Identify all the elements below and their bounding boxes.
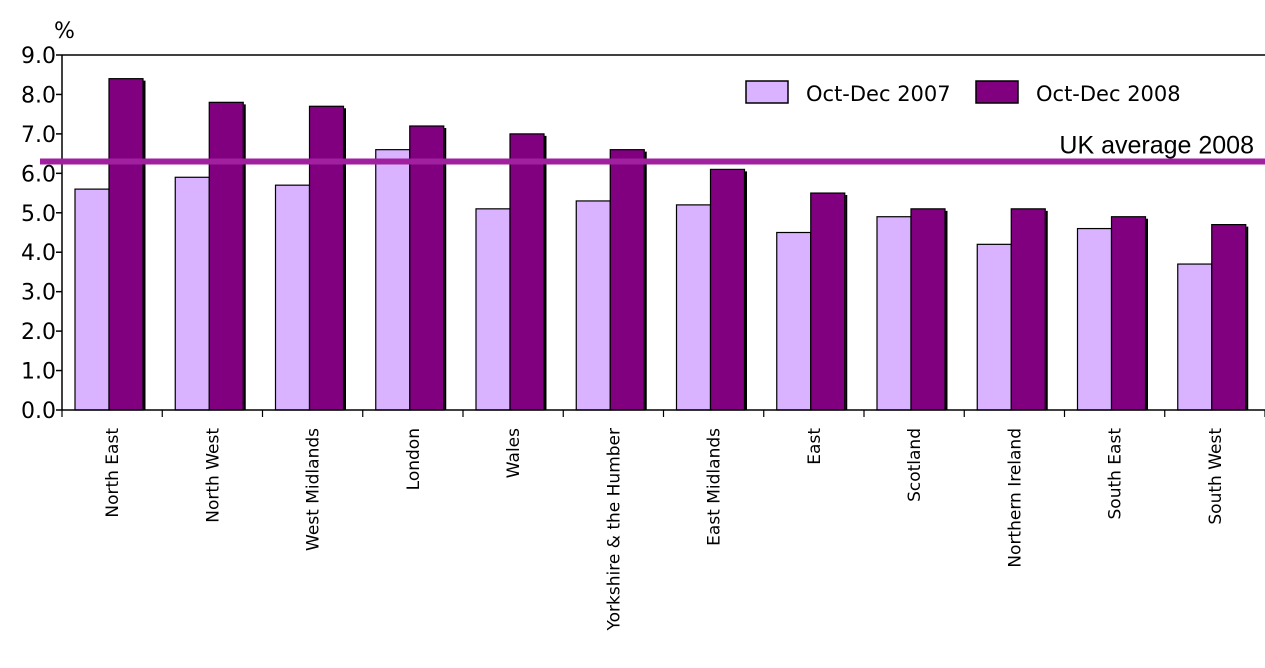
x-category-label: London	[404, 428, 424, 490]
x-category-label: West Midlands	[304, 428, 324, 551]
bar-oct-dec-2008	[208, 101, 244, 411]
x-category-label: Wales	[504, 428, 524, 478]
legend-swatch	[745, 80, 789, 104]
y-tick-label: 6.0	[21, 162, 56, 187]
x-category-label: East Midlands	[705, 428, 725, 546]
bar-series	[74, 78, 1249, 411]
bar-oct-dec-2007	[776, 231, 812, 411]
x-category-label: South West	[1206, 428, 1226, 525]
legend-label: Oct-Dec 2007	[806, 82, 951, 106]
bar-oct-dec-2008	[910, 208, 946, 411]
x-category-label: Yorkshire & the Humber	[604, 428, 624, 632]
y-axis-unit-label: %	[54, 19, 75, 44]
bar-oct-dec-2007	[375, 149, 411, 411]
y-axis-ticks: 0.0 1.0 2.0 3.0 4.0 5.0 6.0 7.0 8.0 9.0	[21, 44, 62, 424]
y-tick-label: 8.0	[21, 83, 56, 108]
legend-label: Oct-Dec 2008	[1036, 82, 1181, 106]
bar-oct-dec-2007	[876, 216, 912, 411]
bar-oct-dec-2007	[475, 208, 511, 411]
bar-oct-dec-2008	[409, 125, 445, 411]
bar-oct-dec-2008	[709, 168, 746, 411]
uk-average-reference: UK average 2008	[40, 132, 1265, 165]
x-category-label: East	[805, 428, 825, 465]
uk-average-label: UK average 2008	[1059, 132, 1254, 160]
y-tick-label: 7.0	[21, 123, 56, 148]
bar-oct-dec-2007	[1076, 227, 1113, 411]
y-tick-label: 2.0	[21, 320, 56, 345]
y-tick-label: 1.0	[21, 360, 56, 385]
bar-oct-dec-2007	[174, 176, 210, 411]
legend-swatch	[975, 80, 1019, 104]
bar-oct-dec-2008	[509, 133, 545, 411]
bar-oct-dec-2007	[74, 188, 110, 411]
bar-oct-dec-2007	[274, 184, 311, 411]
y-tick-label: 5.0	[21, 202, 56, 227]
bar-oct-dec-2008	[1010, 208, 1046, 411]
y-tick-label: 4.0	[21, 241, 56, 266]
x-category-label: South East	[1106, 428, 1126, 520]
bar-oct-dec-2007	[675, 204, 712, 411]
x-category-label: Scotland	[905, 428, 925, 502]
axes	[61, 54, 1265, 417]
x-category-label: Northern Ireland	[1005, 428, 1025, 568]
bar-oct-dec-2008	[1211, 224, 1247, 411]
x-axis-category-labels: North East North West West Midlands London W…	[103, 428, 1226, 632]
bar-oct-dec-2007	[1177, 263, 1213, 411]
y-tick-label: 9.0	[21, 44, 56, 69]
x-category-label: North East	[103, 428, 123, 518]
bar-oct-dec-2008	[1110, 216, 1147, 411]
y-tick-label: 0.0	[21, 399, 56, 424]
legend: Oct-Dec 2007 Oct-Dec 2008	[745, 80, 1181, 106]
bar-oct-dec-2008	[810, 192, 846, 411]
bar-oct-dec-2008	[108, 78, 144, 411]
bar-oct-dec-2008	[609, 149, 645, 411]
y-tick-label: 3.0	[21, 281, 56, 306]
bar-oct-dec-2007	[575, 200, 611, 411]
bar-oct-dec-2007	[976, 243, 1012, 411]
x-category-label: North West	[203, 428, 223, 523]
bar-oct-dec-2008	[308, 105, 345, 411]
